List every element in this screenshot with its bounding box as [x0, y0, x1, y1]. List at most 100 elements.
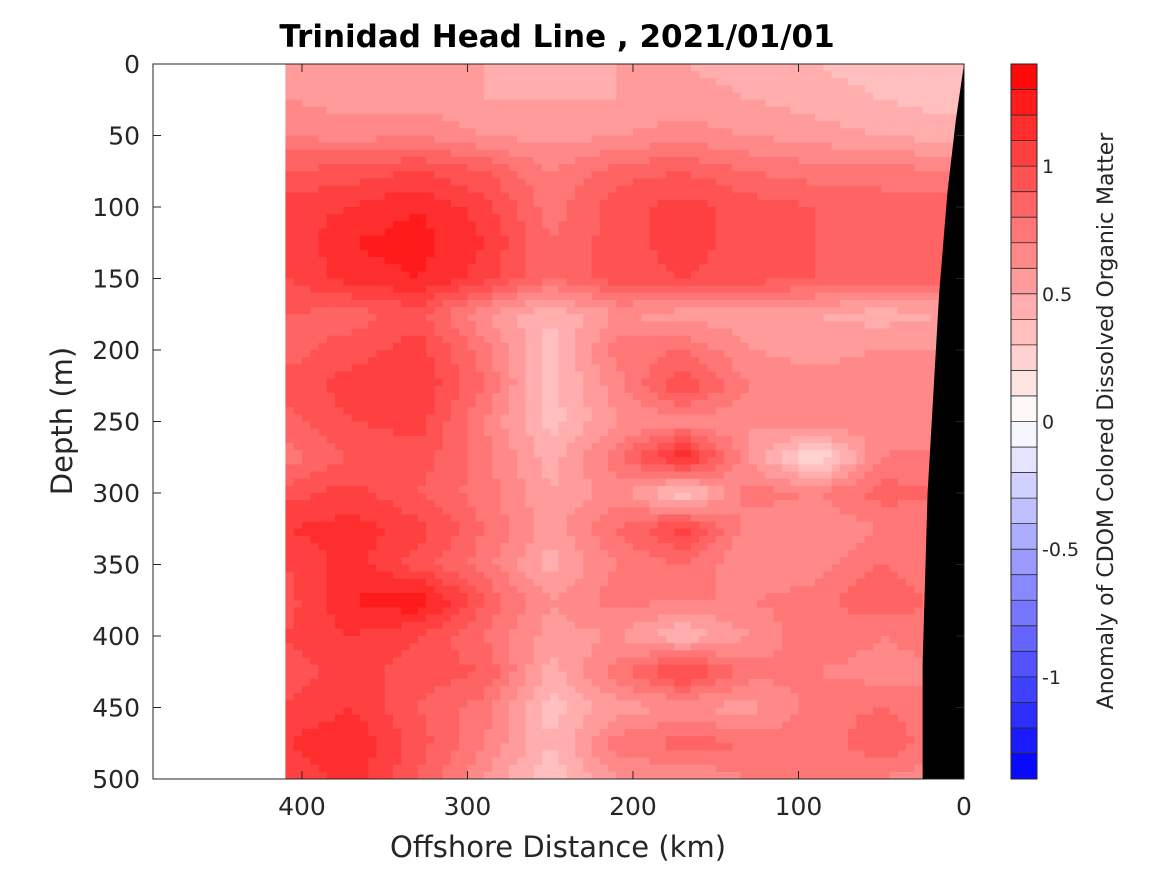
heatmap-cell: [872, 92, 882, 101]
heatmap-cell: [732, 121, 742, 129]
heatmap-cell: [897, 292, 907, 301]
heatmap-cell: [724, 364, 733, 373]
heatmap-cell: [906, 392, 915, 401]
heatmap-cell: [351, 171, 361, 179]
heatmap-cell: [517, 149, 526, 158]
heatmap-cell: [533, 421, 543, 430]
heatmap-cell: [922, 235, 932, 244]
heatmap-cell: [707, 242, 717, 251]
heatmap-cell: [682, 478, 692, 487]
heatmap-cell: [707, 400, 717, 408]
heatmap-cell: [533, 328, 543, 337]
heatmap-cell: [409, 99, 419, 108]
heatmap-cell: [798, 278, 808, 287]
heatmap-cell: [815, 121, 824, 129]
heatmap-cell: [666, 156, 675, 165]
heatmap-cell: [591, 292, 601, 301]
heatmap-cell: [525, 149, 535, 158]
heatmap-cell: [475, 71, 485, 79]
heatmap-cell: [575, 135, 584, 144]
heatmap-cell: [335, 257, 344, 265]
heatmap-cell: [583, 357, 593, 365]
heatmap-cell: [897, 135, 907, 144]
heatmap-cell: [781, 228, 791, 237]
heatmap-cell: [550, 249, 560, 258]
heatmap-cell: [376, 85, 386, 94]
heatmap-cell: [674, 299, 684, 308]
heatmap-cell: [881, 442, 891, 451]
heatmap-cell: [790, 335, 800, 344]
heatmap-cell: [359, 321, 369, 330]
heatmap-cell: [682, 135, 692, 144]
heatmap-cell: [467, 85, 477, 94]
heatmap-cell: [310, 64, 320, 72]
heatmap-cell: [922, 278, 932, 287]
heatmap-cell: [467, 285, 477, 294]
heatmap-cell: [690, 192, 700, 201]
heatmap-cell: [790, 164, 800, 172]
heatmap-cell: [285, 493, 295, 501]
heatmap-cell: [599, 171, 609, 179]
heatmap-cell: [707, 164, 717, 172]
heatmap-cell: [798, 450, 808, 458]
heatmap-cell: [310, 164, 320, 172]
heatmap-cell: [326, 342, 336, 351]
heatmap-cell: [467, 292, 477, 301]
heatmap-cell: [806, 228, 816, 237]
heatmap-cell: [831, 207, 841, 215]
heatmap-cell: [930, 214, 940, 222]
heatmap-cell: [757, 457, 766, 465]
heatmap-cell: [500, 321, 510, 330]
heatmap-cell: [889, 400, 899, 408]
heatmap-cell: [922, 271, 932, 280]
heatmap-cell: [392, 478, 402, 487]
heatmap-cell: [872, 378, 882, 387]
heatmap-cell: [368, 357, 378, 365]
heatmap-cell: [541, 78, 551, 87]
heatmap-cell: [318, 450, 328, 458]
heatmap-cell: [699, 114, 709, 122]
heatmap-cell: [508, 99, 518, 108]
heatmap-cell: [293, 92, 303, 101]
heatmap-cell: [881, 264, 891, 272]
heatmap-cell: [318, 314, 328, 322]
heatmap-cell: [922, 92, 932, 101]
heatmap-cell: [831, 185, 841, 194]
heatmap-cell: [773, 85, 783, 94]
heatmap-cell: [657, 307, 667, 315]
heatmap-cell: [500, 64, 510, 72]
heatmap-cell: [442, 335, 452, 344]
heatmap-cell: [335, 457, 344, 465]
heatmap-cell: [318, 114, 328, 122]
heatmap-cell: [417, 350, 427, 358]
heatmap-cell: [599, 321, 609, 330]
heatmap-cell: [724, 335, 733, 344]
heatmap-cell: [806, 414, 816, 423]
heatmap-cell: [815, 342, 824, 351]
heatmap-cell: [632, 242, 642, 251]
heatmap-cell: [583, 435, 593, 444]
heatmap-cell: [682, 185, 692, 194]
heatmap-cell: [897, 392, 907, 401]
heatmap-cell: [839, 71, 849, 79]
heatmap-cell: [757, 464, 766, 473]
heatmap-cell: [765, 271, 775, 280]
heatmap-cell: [326, 493, 336, 501]
heatmap-cell: [591, 242, 601, 251]
heatmap-cell: [417, 85, 427, 94]
heatmap-cell: [765, 221, 775, 230]
heatmap-cell: [318, 164, 328, 172]
heatmap-cell: [335, 342, 344, 351]
heatmap-cell: [583, 428, 593, 437]
heatmap-cell: [459, 435, 469, 444]
heatmap-cell: [608, 149, 618, 158]
heatmap-cell: [525, 171, 535, 179]
heatmap-cell: [293, 64, 303, 72]
heatmap-cell: [682, 400, 692, 408]
heatmap-cell: [748, 235, 758, 244]
heatmap-cell: [641, 249, 651, 258]
heatmap-cell: [914, 207, 924, 215]
heatmap-cell: [839, 85, 849, 94]
heatmap-cell: [401, 378, 411, 387]
heatmap-cell: [492, 421, 502, 430]
